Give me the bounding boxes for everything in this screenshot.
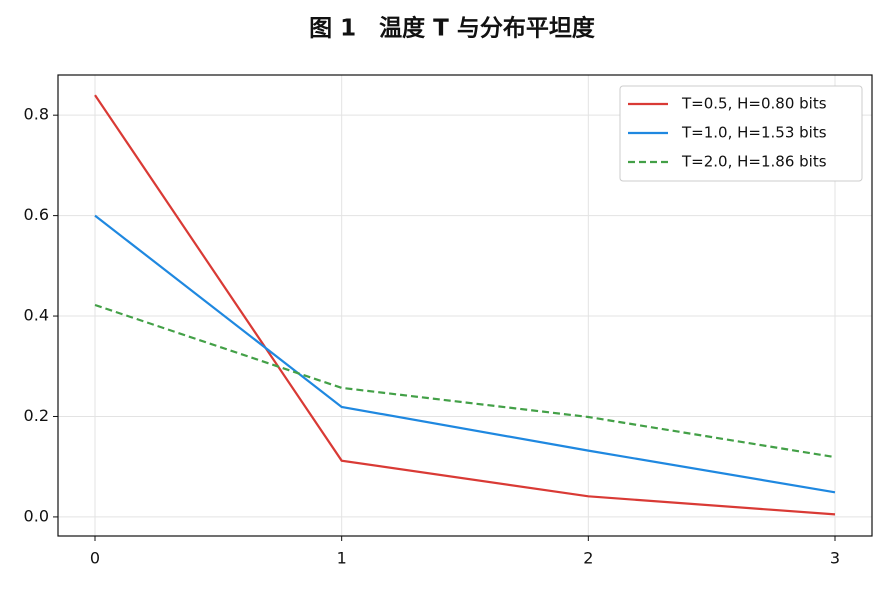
- y-tick-label: 0.8: [24, 105, 49, 124]
- y-tick-label: 0.6: [24, 205, 49, 224]
- series-line: [94, 94, 836, 516]
- x-tick-label: 1: [337, 549, 347, 568]
- legend-label: T=0.5, H=0.80 bits: [681, 95, 827, 113]
- x-tick-label: 3: [830, 549, 840, 568]
- plot-frame: [57, 74, 873, 537]
- chart-title: 图 1 温度 T 与分布平坦度: [309, 15, 596, 42]
- y-tick-label: 0.4: [24, 306, 49, 325]
- x-tick-label: 2: [583, 549, 593, 568]
- legend-box: [619, 85, 863, 182]
- x-tick-label: 0: [90, 549, 100, 568]
- series-line: [94, 214, 836, 494]
- legend-label: T=1.0, H=1.53 bits: [681, 124, 827, 142]
- y-tick-label: 0.0: [24, 506, 49, 525]
- y-tick-label: 0.2: [24, 406, 49, 425]
- series-line: [94, 303, 836, 459]
- legend-label: T=2.0, H=1.86 bits: [681, 153, 827, 171]
